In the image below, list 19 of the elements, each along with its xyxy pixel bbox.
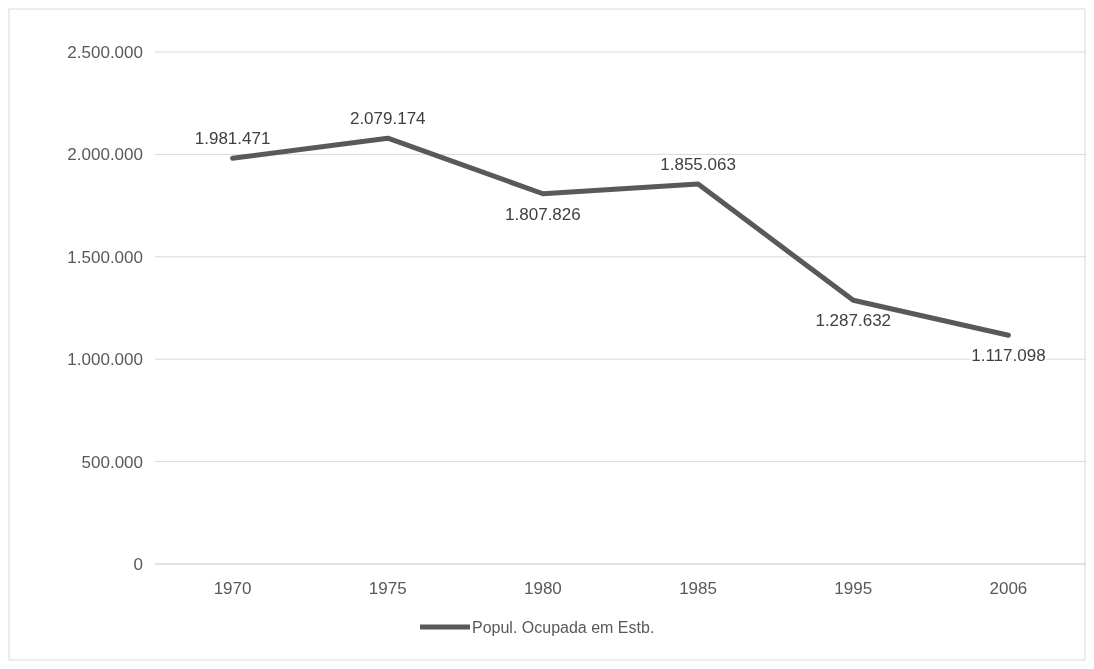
data-label: 1.117.098	[971, 346, 1046, 366]
y-tick-label: 2.500.000	[67, 42, 143, 62]
x-tick-label: 1980	[524, 579, 562, 598]
data-label: 1.287.632	[815, 311, 892, 331]
y-tick-label: 1.500.000	[67, 247, 143, 267]
x-tick-label: 1970	[213, 579, 252, 598]
x-tick-label: 1985	[679, 579, 717, 598]
y-tick-label: 500.000	[81, 452, 143, 472]
y-tick-label: 0	[133, 554, 143, 574]
x-tick-label: 1995	[834, 579, 873, 598]
x-tick-label: 1975	[368, 579, 407, 598]
data-label: 2.079.174	[349, 109, 426, 129]
data-label: 1.855.063	[660, 155, 736, 175]
y-tick-label: 2.000.000	[67, 145, 143, 165]
x-tick-label: 2006	[989, 579, 1028, 598]
data-label: 1.981.471	[194, 129, 271, 149]
y-tick-label: 1.000.000	[67, 350, 143, 370]
data-label: 1.807.826	[505, 204, 581, 224]
legend-label: Popul. Ocupada em Estb.	[472, 618, 655, 636]
